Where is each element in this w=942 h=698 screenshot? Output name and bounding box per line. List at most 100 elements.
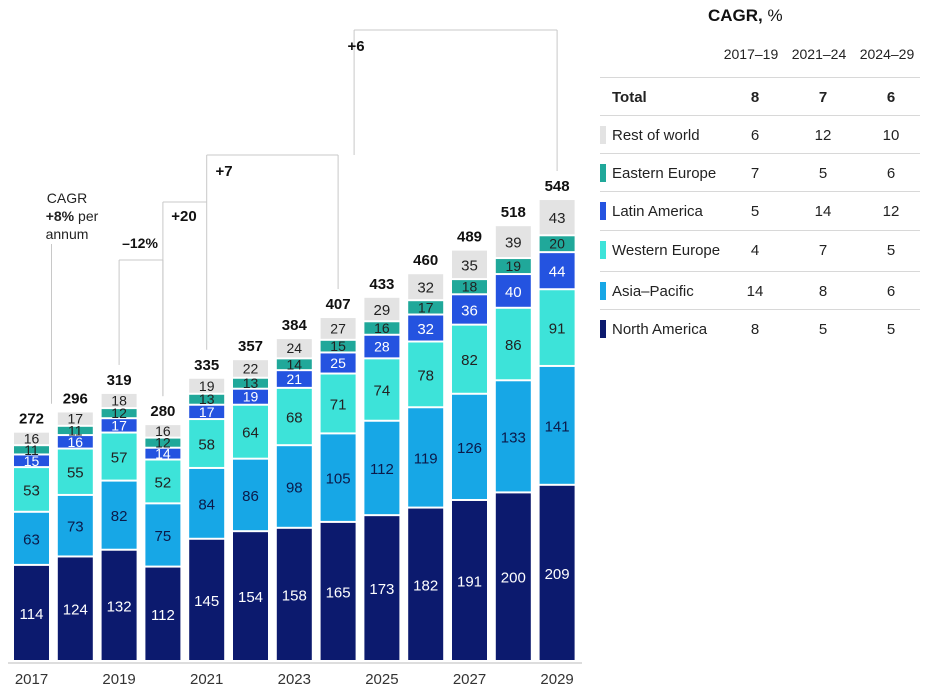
data-label: 86 — [242, 488, 259, 505]
total-label: 548 — [545, 178, 570, 195]
data-label: 86 — [505, 337, 522, 354]
bar-segment — [539, 366, 575, 484]
data-label: 71 — [330, 396, 347, 413]
data-label: 44 — [549, 264, 566, 281]
x-tick-label: 2029 — [540, 671, 573, 688]
data-label: 173 — [369, 581, 394, 598]
data-label: 25 — [330, 355, 346, 371]
bar-segment — [14, 455, 49, 467]
period-header-2: 2021–24 — [791, 46, 847, 62]
row-label: Asia–Pacific — [612, 283, 694, 300]
bar-segment — [145, 438, 181, 447]
bar-segment — [57, 557, 93, 660]
bar-segment — [145, 504, 181, 566]
bar-segment — [101, 550, 137, 660]
bar-segment — [408, 274, 444, 300]
annotation-text: +8% per — [46, 208, 99, 224]
change-annotation: +20 — [171, 208, 196, 225]
bar-segment — [495, 381, 531, 492]
data-label: 17 — [68, 411, 84, 427]
bar-segment — [452, 394, 487, 499]
data-label: 84 — [198, 496, 215, 513]
bar-segment — [189, 394, 225, 404]
total-label: 296 — [63, 390, 88, 407]
row-value: 4 — [750, 242, 760, 259]
data-label: 14 — [287, 356, 303, 372]
bar-segment — [539, 485, 575, 660]
total-label: 489 — [457, 229, 482, 246]
bar-segment — [495, 226, 531, 258]
row-value: 6 — [886, 89, 896, 106]
data-label: 124 — [63, 602, 88, 619]
x-tick-label: 2019 — [102, 671, 135, 688]
data-label: 98 — [286, 479, 303, 496]
bar-segment — [233, 378, 268, 388]
data-label: 82 — [461, 352, 478, 369]
table-row-asia-pacific: Asia–Pacific 14 8 6 — [600, 271, 920, 310]
bar-segment — [364, 335, 400, 358]
total-label: 384 — [282, 317, 308, 334]
total-label: 407 — [326, 296, 351, 313]
data-label: 53 — [23, 482, 40, 499]
bar-segment — [452, 500, 487, 660]
bar-segment — [189, 378, 225, 393]
cagr-table-title: CAGR, % — [708, 6, 783, 25]
x-tick-label: 2027 — [453, 671, 486, 688]
data-label: 126 — [457, 440, 482, 457]
legend-swatch — [600, 202, 606, 220]
bar-segment — [145, 448, 181, 459]
x-tick-label: 2025 — [365, 671, 398, 688]
row-value: 6 — [886, 165, 896, 182]
data-label: 16 — [374, 320, 390, 336]
data-label: 145 — [194, 593, 219, 610]
data-label: 27 — [330, 320, 346, 336]
change-annotation: +7 — [215, 163, 232, 180]
data-label: 39 — [505, 235, 522, 252]
row-label: Western Europe — [612, 242, 721, 259]
row-value: 8 — [750, 89, 760, 106]
bar-segment — [189, 405, 225, 419]
stacked-bar-chart: 1146353151116272124735516111729613282571… — [8, 29, 582, 688]
row-value: 7 — [818, 242, 828, 259]
data-label: 20 — [549, 236, 565, 252]
legend-swatch — [600, 282, 606, 300]
bar-segment — [495, 259, 531, 274]
data-label: 200 — [501, 570, 526, 587]
total-label: 433 — [369, 276, 394, 293]
data-label: 16 — [155, 423, 171, 439]
data-label: 14 — [155, 446, 171, 462]
bar-segment — [276, 446, 312, 527]
data-label: 16 — [68, 434, 84, 450]
bar-segment — [101, 433, 137, 480]
data-label: 57 — [111, 450, 128, 467]
row-value: 12 — [882, 203, 900, 220]
table-row-rest-of-world: Rest of world 6 12 10 — [600, 115, 920, 154]
bar-segment — [539, 253, 575, 289]
legend-swatch — [600, 241, 606, 259]
data-label: 28 — [374, 339, 390, 355]
bar-segment — [452, 325, 487, 393]
total-label: 319 — [107, 372, 132, 389]
table-row-total: Total 8 7 6 — [600, 77, 920, 116]
row-value: 6 — [886, 283, 896, 300]
bar-segment — [408, 342, 444, 407]
data-label: 114 — [20, 606, 44, 623]
bar-segment — [14, 512, 49, 564]
bar-segment — [364, 421, 400, 515]
bar-segment — [14, 468, 49, 511]
row-value: 5 — [750, 203, 760, 220]
bar-segment — [276, 528, 312, 660]
data-label: 19 — [506, 258, 522, 274]
data-label: 58 — [198, 437, 215, 454]
data-label: 119 — [414, 450, 438, 467]
row-value: 6 — [750, 127, 760, 144]
data-label: 32 — [417, 321, 434, 338]
bar-segment — [276, 371, 312, 387]
data-label: 12 — [111, 405, 127, 421]
table-row-latin-america: Latin America 5 14 12 — [600, 191, 920, 230]
bar-segment — [320, 353, 356, 373]
bar-segment — [276, 359, 312, 370]
bar-segment — [57, 495, 93, 556]
legend-swatch — [600, 164, 606, 182]
data-label: 182 — [413, 577, 438, 594]
